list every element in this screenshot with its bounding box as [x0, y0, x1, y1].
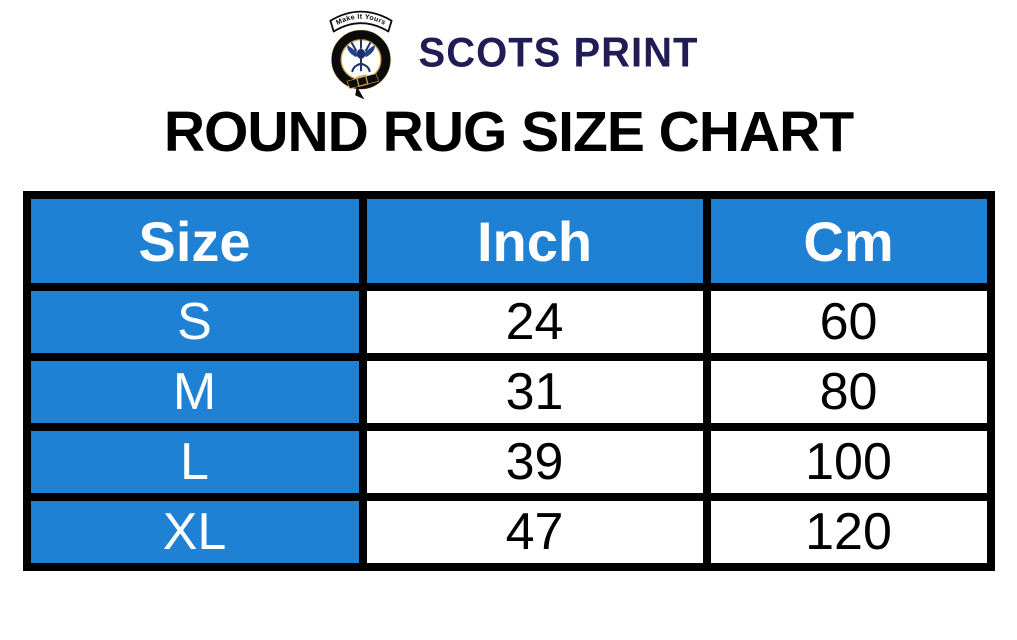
- cm-value-cell: 100: [702, 423, 995, 501]
- size-label-cell: XL: [22, 493, 367, 571]
- banner-ribbon-icon: Make It Yours: [329, 10, 393, 33]
- scots-print-crest-logo: Make It Yours: [329, 10, 393, 100]
- table-row-m: M 31 80: [22, 353, 995, 431]
- table-row-s: S 24 60: [22, 283, 995, 361]
- inch-value-cell: 31: [358, 353, 711, 431]
- header-row: Size Inch Cm: [22, 191, 995, 291]
- inch-value-cell: 24: [358, 283, 711, 361]
- table-row-xl: XL 47 120: [22, 493, 995, 571]
- inch-value-cell: 39: [358, 423, 711, 501]
- col-header-cm: Cm: [702, 191, 995, 291]
- col-header-inch: Inch: [358, 191, 711, 291]
- belt-buckle-icon: [346, 73, 379, 100]
- cm-value-cell: 120: [702, 493, 995, 571]
- size-label-cell: M: [22, 353, 367, 431]
- table-row-l: L 39 100: [22, 423, 995, 501]
- size-label-cell: S: [22, 283, 367, 361]
- size-chart-page: Make It Yours: [0, 0, 1017, 571]
- thistle-icon: [346, 38, 375, 73]
- brand-header: Make It Yours: [0, 0, 1017, 100]
- col-header-size: Size: [22, 191, 367, 291]
- cm-value-cell: 80: [702, 353, 995, 431]
- cm-value-cell: 60: [702, 283, 995, 361]
- brand-name: SCOTS PRINT: [418, 29, 699, 76]
- page-title: ROUND RUG SIZE CHART: [163, 100, 854, 164]
- inch-value-cell: 47: [358, 493, 711, 571]
- size-chart-table: Size Inch Cm S 24 60 M 31 80 L 39 100: [22, 191, 995, 571]
- size-label-cell: L: [22, 423, 367, 501]
